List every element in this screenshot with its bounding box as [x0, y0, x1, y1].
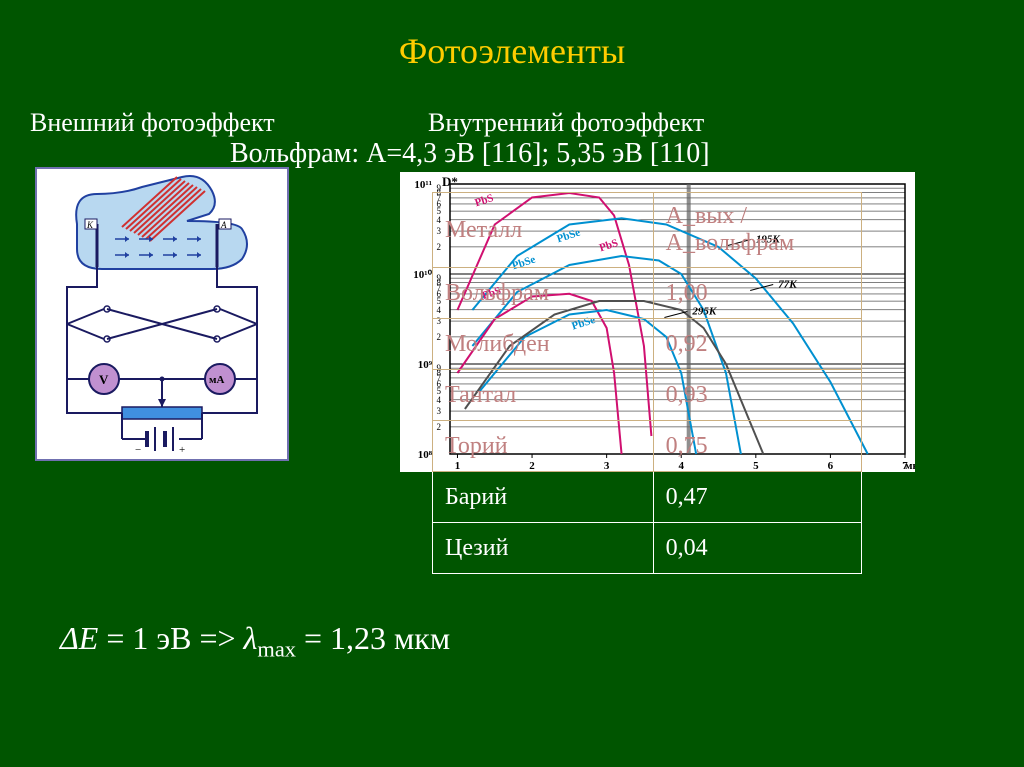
table-row: Торий0,75 — [433, 421, 862, 472]
lambda-sub: max — [257, 636, 296, 661]
table-cell: Торий — [433, 421, 654, 472]
table-cell: Вольфрам — [433, 268, 654, 319]
svg-text:V: V — [99, 372, 109, 387]
formula-eq1: = 1 эВ => — [98, 620, 243, 656]
table-row: Вольфрам1,00 — [433, 268, 862, 319]
svg-text:мкм: мкм — [905, 460, 915, 472]
table-header-cell: A_вых / A_вольфрам — [653, 193, 861, 268]
svg-text:+: + — [179, 444, 185, 456]
table-row: Барий0,47 — [433, 472, 862, 523]
svg-text:10⁸: 10⁸ — [418, 449, 433, 461]
table-header-cell: Металл — [433, 193, 654, 268]
table-row: Цезий0,04 — [433, 523, 862, 574]
table-row: Молибден0,92 — [433, 319, 862, 370]
table-cell: 0,93 — [653, 370, 861, 421]
page-title: Фотоэлементы — [0, 0, 1024, 72]
svg-text:К: К — [86, 220, 94, 230]
svg-text:10⁹: 10⁹ — [418, 359, 433, 371]
svg-text:мА: мА — [209, 374, 224, 386]
table-cell: 1,00 — [653, 268, 861, 319]
table-cell: Барий — [433, 472, 654, 523]
table-cell: Цезий — [433, 523, 654, 574]
table-cell: 0,47 — [653, 472, 861, 523]
delta-e: ΔE — [60, 620, 98, 656]
table-cell: Молибден — [433, 319, 654, 370]
lambda: λ — [244, 620, 258, 656]
table-header-row: МеталлA_вых / A_вольфрам — [433, 193, 862, 268]
svg-text:А: А — [220, 220, 227, 230]
photoeffect-circuit-diagram: К А VмА − + — [35, 167, 289, 461]
subtitle-internal: Внутренний фотоэффект — [428, 108, 704, 138]
table-cell: 0,75 — [653, 421, 861, 472]
table-cell: 0,92 — [653, 319, 861, 370]
work-function-ratio-table: МеталлA_вых / A_вольфрамВольфрам1,00Моли… — [432, 192, 862, 574]
table-cell: Тантал — [433, 370, 654, 421]
svg-text:−: − — [135, 444, 141, 456]
table-cell: 0,04 — [653, 523, 861, 574]
table-row: Тантал0,93 — [433, 370, 862, 421]
formula-eq2: = 1,23 мкм — [296, 620, 450, 656]
subtitle-external: Внешний фотоэффект — [30, 108, 275, 138]
tungsten-work-function: Вольфрам: A=4,3 эВ [116]; 5,35 эВ [110] — [230, 138, 710, 170]
svg-text:10¹⁰: 10¹⁰ — [413, 269, 432, 281]
svg-text:10¹¹: 10¹¹ — [414, 179, 432, 191]
svg-text:D*: D* — [442, 174, 458, 189]
energy-wavelength-formula: ΔE = 1 эВ => λmax = 1,23 мкм — [60, 620, 450, 662]
